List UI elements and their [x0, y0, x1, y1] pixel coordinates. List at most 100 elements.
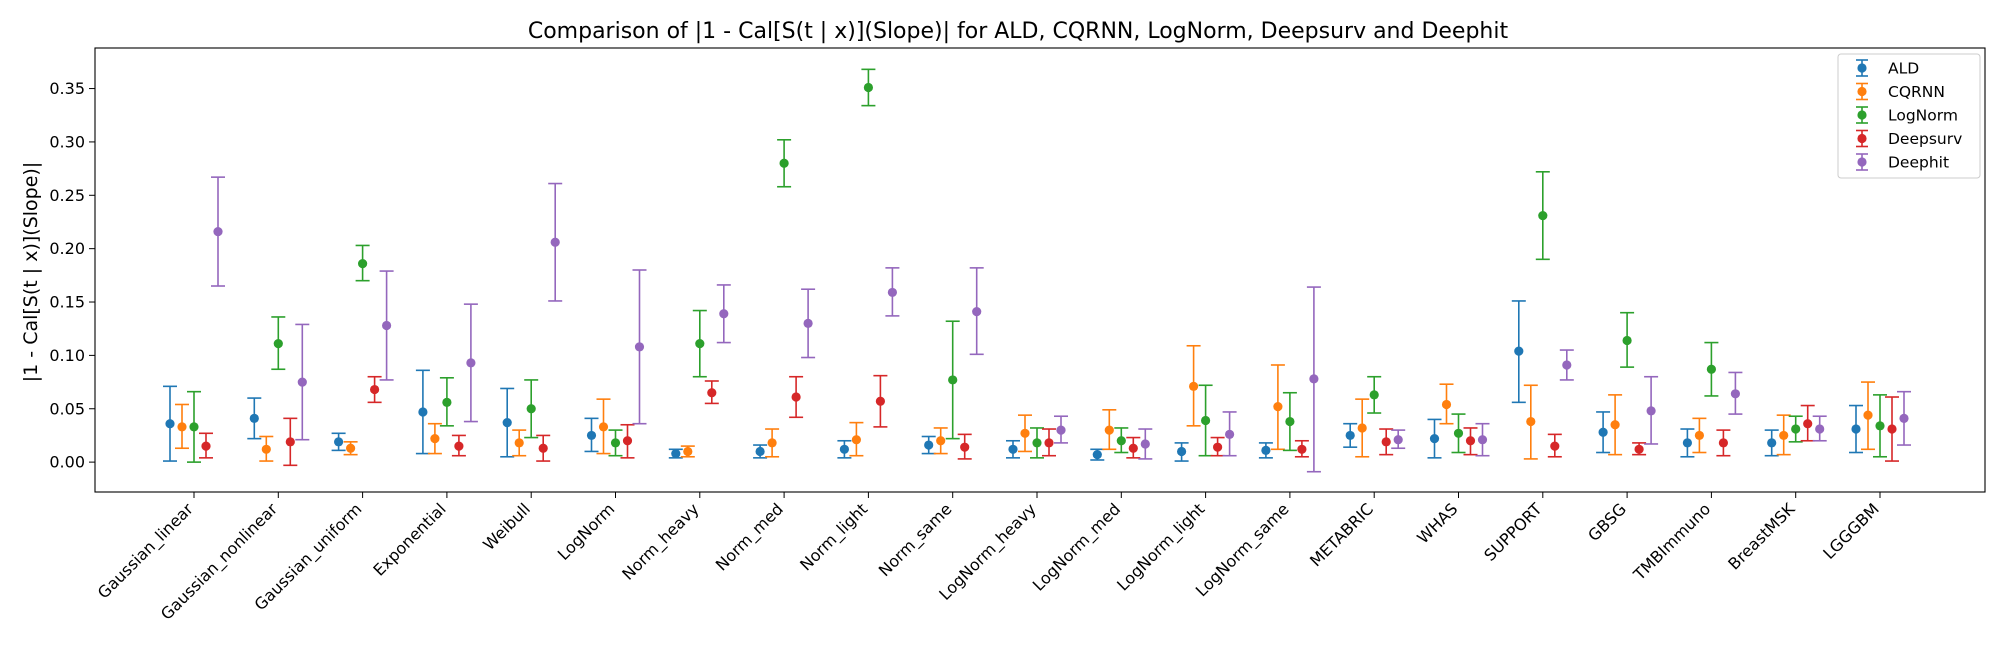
data-point — [1851, 424, 1861, 434]
data-point — [1140, 439, 1150, 449]
legend-label: Deephit — [1888, 154, 1949, 172]
data-point — [1730, 389, 1740, 399]
data-point — [1116, 436, 1126, 446]
data-point — [502, 418, 512, 428]
y-tick-label: 0.00 — [49, 453, 85, 472]
data-point — [707, 388, 717, 398]
x-tick-label: Weibull — [479, 499, 534, 554]
legend-marker-point — [1857, 110, 1867, 120]
data-point — [972, 307, 982, 317]
legend-marker-point — [1857, 133, 1867, 144]
data-point — [1767, 438, 1777, 448]
plot-area: 0.000.050.100.150.200.250.300.35Gaussian… — [49, 47, 1986, 624]
data-point — [1538, 210, 1548, 221]
y-tick-label: 0.25 — [49, 186, 85, 205]
data-point — [1020, 428, 1030, 438]
data-point — [960, 442, 970, 452]
data-point — [1465, 436, 1476, 446]
data-point — [550, 237, 560, 247]
data-point — [454, 441, 464, 451]
legend-label: ALD — [1888, 60, 1919, 78]
x-tick-label: Exponential — [369, 499, 449, 579]
legend: ALD CQRNN LogNorm Deepsurv Deephit — [1837, 53, 1981, 179]
y-tick-label: 0.10 — [49, 346, 85, 365]
series-deepsurv — [199, 374, 1899, 467]
data-point — [936, 436, 946, 446]
data-point — [538, 443, 548, 453]
data-point — [177, 422, 187, 432]
series-deephit — [211, 176, 1911, 473]
data-point — [1273, 402, 1283, 412]
data-point — [671, 448, 681, 459]
x-tick-label: WHAS — [1413, 499, 1461, 547]
data-point — [346, 443, 356, 453]
x-tick-label: Norm_heavy — [618, 499, 703, 584]
y-tick-label: 0.05 — [49, 399, 85, 418]
data-point — [634, 342, 645, 352]
data-point — [887, 287, 898, 298]
x-tick-label: TMBImmuno — [1629, 499, 1714, 584]
y-tick-label: 0.15 — [49, 293, 85, 312]
x-tick-label: LogNorm_same — [1192, 499, 1294, 601]
y-axis-label: |1 - Cal[S(t | x)](Slope)| — [20, 162, 42, 382]
y-tick-label: 0.30 — [49, 132, 85, 151]
legend-label: Deepsurv — [1888, 130, 1962, 148]
data-point — [514, 438, 524, 448]
data-point — [1297, 444, 1307, 454]
data-point — [1056, 425, 1066, 435]
data-point — [924, 440, 934, 450]
data-point — [1201, 415, 1211, 426]
data-point — [334, 437, 344, 447]
legend-label: LogNorm — [1888, 107, 1958, 125]
data-point — [1189, 381, 1199, 391]
data-point — [1044, 438, 1054, 448]
data-point — [418, 407, 428, 417]
data-point — [1477, 435, 1488, 445]
data-point — [1177, 446, 1187, 457]
data-point — [1815, 424, 1825, 434]
data-point — [1345, 430, 1355, 441]
data-point — [1393, 435, 1403, 445]
data-point — [1453, 428, 1464, 438]
x-tick-label: LGGGBM — [1819, 499, 1883, 563]
data-point — [683, 446, 693, 457]
data-point — [370, 384, 380, 395]
data-point — [1875, 421, 1885, 431]
x-tick-label: Norm_same — [875, 499, 956, 580]
data-point — [779, 158, 789, 168]
data-point — [755, 446, 765, 457]
data-point — [1008, 444, 1018, 454]
data-point — [249, 413, 259, 423]
axes-frame — [94, 47, 1986, 493]
data-point — [695, 339, 705, 349]
data-point — [1032, 438, 1042, 448]
data-point — [1646, 406, 1656, 416]
data-point — [261, 444, 271, 454]
x-tick-label: Norm_light — [796, 499, 872, 575]
data-point — [1514, 346, 1524, 356]
data-point — [201, 441, 211, 451]
legend-box — [1837, 53, 1981, 179]
x-tick-label: LogNorm_med — [1029, 499, 1125, 595]
series-ald — [163, 300, 1863, 462]
legend-label: CQRNN — [1888, 83, 1945, 101]
y-tick-label: 0.20 — [49, 239, 85, 258]
data-point — [1357, 423, 1367, 433]
series-cqrnn — [175, 344, 1875, 462]
x-tick-label: METABRIC — [1306, 499, 1377, 570]
data-point — [1634, 444, 1644, 454]
data-point — [165, 419, 175, 429]
data-point — [1718, 438, 1728, 448]
x-tick-label: GBSG — [1584, 499, 1630, 545]
data-point — [1285, 416, 1295, 427]
data-point — [1899, 413, 1909, 423]
data-point — [430, 434, 440, 444]
data-point — [189, 422, 199, 432]
data-point — [1128, 443, 1138, 453]
data-point — [273, 339, 283, 349]
data-point — [1092, 450, 1102, 460]
data-point — [767, 438, 777, 448]
data-point — [1622, 335, 1632, 346]
data-point — [1441, 399, 1452, 410]
